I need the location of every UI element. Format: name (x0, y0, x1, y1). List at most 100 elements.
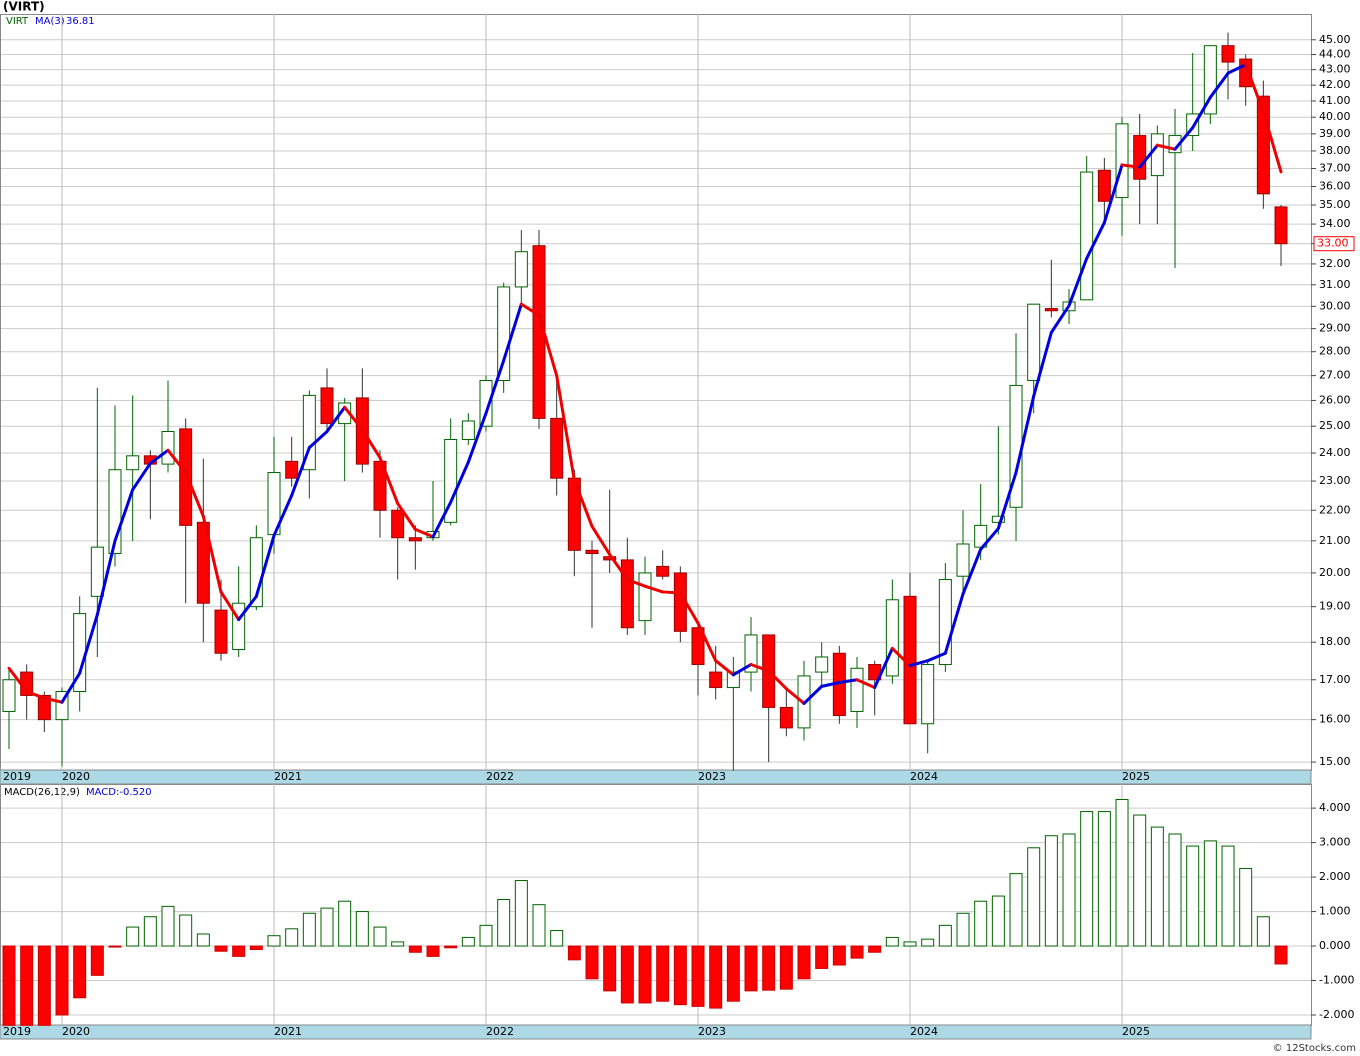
y-tick-label: 25.00 (1319, 419, 1351, 432)
ma-line (42, 696, 64, 704)
candle-body (1080, 171, 1094, 301)
macd-bar (762, 945, 776, 991)
y-tick-label: -2.000 (1319, 1008, 1354, 1021)
macd-bar (1133, 814, 1147, 947)
ma-line (979, 526, 1000, 551)
candle-body (37, 694, 51, 721)
footer: © 12Stocks.com (1273, 1043, 1356, 1054)
macd-bar (921, 938, 935, 947)
y-tick-label: 28.00 (1319, 345, 1351, 358)
macd-bar (1044, 835, 1058, 947)
macd-bar (1027, 847, 1041, 947)
y-tick-label: -1.000 (1319, 974, 1354, 987)
candle-body (726, 671, 740, 689)
y-tick-label: 4.000 (1319, 801, 1351, 814)
macd-bar (20, 945, 34, 1026)
candle-body (585, 549, 599, 554)
y-tick-label: 3.000 (1319, 836, 1351, 849)
macd-bar (956, 912, 970, 947)
candle-body (850, 667, 864, 712)
candle-body (885, 599, 899, 677)
x-axis-band (0, 1024, 1312, 1040)
candle-body (126, 455, 140, 471)
ma-line (290, 446, 311, 497)
ma-line (625, 578, 647, 588)
x-tick-label: 2022 (486, 770, 514, 783)
macd-bar (2, 945, 16, 1026)
ma-line (537, 313, 559, 378)
macd-bar (1274, 945, 1288, 965)
ma-line (996, 471, 1018, 530)
macd-bar (267, 935, 281, 947)
ma-line (1244, 63, 1265, 114)
macd-bar (426, 945, 440, 957)
ma-line (113, 488, 135, 543)
ma-line (855, 678, 877, 690)
ma-line (378, 456, 400, 505)
candle-body (744, 634, 758, 673)
y-tick-label: 26.00 (1319, 393, 1351, 406)
ma-line (325, 405, 347, 434)
macd-bar (1009, 873, 1023, 947)
x-tick-label: 2020 (62, 1025, 90, 1038)
macd-bar (620, 945, 634, 1004)
x-tick-label: 2021 (274, 770, 302, 783)
y-tick-label: 19.00 (1319, 600, 1351, 613)
ma-line (7, 666, 29, 693)
macd-bar (302, 912, 316, 947)
macd-subtitle: MACD:-0.520 (86, 787, 152, 798)
candle-body (1221, 45, 1235, 63)
ma-line (396, 501, 417, 531)
x-tick-label: 2020 (62, 770, 90, 783)
candle-body (90, 546, 104, 597)
candle-body (232, 602, 246, 651)
y-tick-label: 22.00 (1319, 503, 1351, 516)
ma-line (1261, 110, 1283, 174)
ma-line (1191, 95, 1212, 130)
macd-bar (320, 907, 334, 947)
ma-line (1067, 256, 1089, 308)
ma-line (148, 448, 170, 465)
candle-body (514, 251, 528, 288)
ma-line (643, 584, 665, 594)
ma-line (837, 678, 859, 684)
macd-bar (285, 928, 299, 947)
macd-bar (691, 945, 705, 1007)
ma-line (413, 527, 435, 539)
ma-line (802, 684, 824, 705)
macd-bar (479, 924, 493, 947)
macd-title: MACD(26,12,9) (4, 787, 80, 798)
ma-line (60, 671, 82, 704)
x-tick-label: 2019 (3, 1025, 31, 1038)
macd-bar (815, 945, 829, 969)
ma-line (1102, 163, 1124, 225)
x-tick-label: 2024 (910, 1025, 938, 1038)
ma-line (272, 493, 294, 538)
y-tick-label: 44.00 (1319, 48, 1351, 61)
y-tick-label: 41.00 (1319, 94, 1351, 107)
ma-line (131, 461, 152, 492)
macd-bar (355, 911, 369, 947)
y-tick-label: 32.00 (1319, 257, 1351, 270)
y-tick-label: 17.00 (1319, 673, 1351, 686)
candle-body (179, 428, 193, 526)
x-tick-label: 2023 (698, 1025, 726, 1038)
ma-line (1138, 143, 1159, 169)
macd-bar (868, 945, 882, 953)
macd-bar (991, 895, 1005, 947)
y-tick-label: 36.00 (1319, 179, 1351, 192)
macd-bar (108, 945, 122, 948)
y-tick-label: 38.00 (1319, 144, 1351, 157)
y-tick-label: 23.00 (1319, 474, 1351, 487)
macd-bar (1115, 799, 1129, 947)
macd-bar (249, 945, 263, 950)
legend-entry: MA(3) (35, 16, 65, 27)
macd-bar (497, 899, 511, 947)
ma-line (1032, 331, 1053, 398)
candle-body (2, 679, 16, 712)
legend-entry: VIRT (6, 16, 29, 27)
ma-line (890, 646, 912, 668)
candle-body (1027, 303, 1041, 382)
ma-line (254, 534, 276, 598)
